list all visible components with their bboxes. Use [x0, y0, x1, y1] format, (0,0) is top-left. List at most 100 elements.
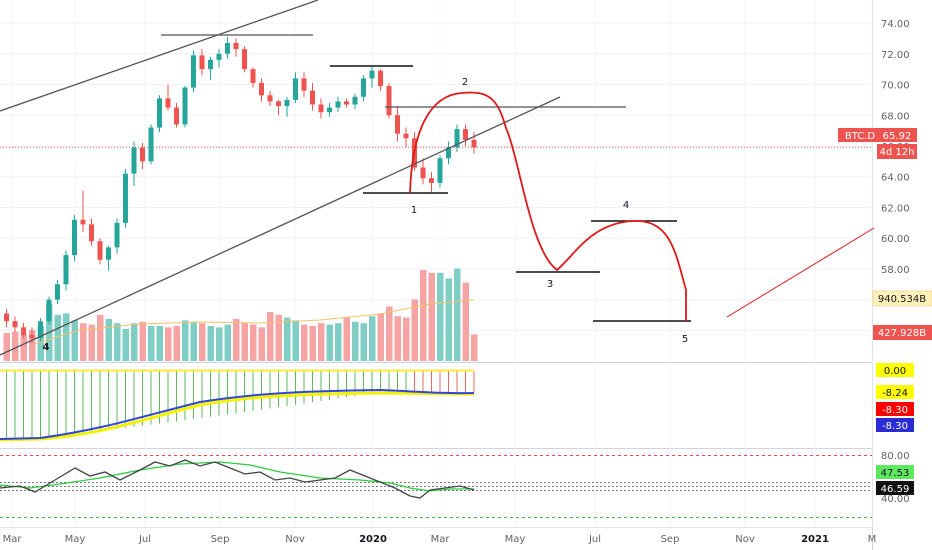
candle-body — [216, 53, 222, 60]
candle-body — [157, 98, 162, 128]
candle-body — [293, 78, 298, 100]
volume-bar — [471, 334, 478, 361]
time-tick-label: Mar — [431, 534, 451, 545]
symbol-badge-text: BTC.D — [845, 131, 876, 142]
volume-bar — [411, 299, 418, 361]
candle — [403, 127, 409, 148]
candle-body — [148, 127, 154, 162]
candle — [123, 169, 128, 228]
candle — [344, 98, 349, 108]
candle-body — [174, 107, 179, 125]
volume-bar — [403, 317, 410, 361]
candle — [378, 69, 383, 91]
projection-curve[interactable] — [409, 91, 687, 321]
candle-body — [233, 43, 239, 50]
volume-bar — [114, 323, 121, 361]
volume-bar — [454, 268, 461, 361]
volume-bar — [131, 323, 138, 361]
candle — [208, 56, 213, 80]
volume-bar — [97, 314, 104, 361]
candle-body — [361, 78, 366, 97]
price-tick-label: 60.00 — [881, 234, 910, 245]
volume-bar — [394, 316, 401, 361]
grid — [0, 22, 872, 331]
last-price-badge[interactable] — [877, 128, 917, 142]
rsi-upper-label: 80.00 — [881, 451, 910, 462]
candle — [72, 215, 77, 262]
candle — [352, 93, 358, 110]
macd-hist-badge-text: -8.30 — [882, 405, 908, 416]
drawings[interactable] — [0, 0, 875, 356]
price-tick-label: 58.00 — [881, 265, 910, 276]
candle-body — [386, 86, 392, 116]
volume-bar — [139, 321, 146, 361]
channel-upper-line[interactable] — [0, 0, 319, 112]
candle-body — [46, 299, 52, 322]
time-tick-label: Nov — [735, 534, 755, 545]
candle-body — [259, 82, 264, 96]
volume-bar — [199, 323, 206, 361]
price-axis[interactable]: 74.0072.0070.0068.0066.0064.0062.0060.00… — [881, 19, 910, 337]
time-tick-label: Nov — [285, 534, 305, 545]
volume-badge-text: 427.928B — [878, 328, 926, 339]
candle — [454, 124, 460, 153]
candle-body — [378, 70, 383, 87]
candle — [420, 158, 426, 185]
candle — [106, 245, 111, 271]
candle — [199, 49, 205, 76]
candle-body — [72, 219, 77, 256]
volume-bar — [428, 272, 435, 361]
candle-body — [310, 90, 315, 105]
volume-bar — [250, 324, 257, 361]
price-badges[interactable]: BTC.D 65.92 4d 12h 940.534B 427.928B 0.0… — [838, 128, 932, 505]
volume-bar — [377, 313, 384, 361]
candle-body — [395, 115, 400, 134]
time-tick-label: 2021 — [801, 534, 829, 545]
volume-bar — [267, 312, 274, 361]
candle-body — [327, 107, 332, 113]
candle — [446, 141, 451, 165]
volume-bar — [216, 327, 223, 361]
volume-bar — [292, 320, 299, 361]
projection-line[interactable] — [726, 227, 875, 318]
countdown-badge-text: 4d 12h — [880, 147, 915, 158]
candle — [369, 66, 375, 88]
rsi-ma-badge — [876, 465, 914, 479]
wave-label-3: 3 — [547, 279, 553, 290]
candle-body — [437, 158, 443, 183]
volume-ma-badge-text: 940.534B — [878, 294, 926, 305]
macd-signal-badge — [876, 385, 914, 399]
candle-body — [29, 335, 35, 339]
rsi-ma-badge-text: 47.53 — [881, 468, 910, 479]
candle — [21, 322, 26, 339]
candle — [267, 90, 273, 107]
wave-label-4: 4 — [623, 200, 629, 211]
macd-signal-badge-text: -8.24 — [882, 388, 908, 399]
candle-body — [454, 129, 460, 148]
candle-body — [131, 147, 137, 174]
time-axis[interactable]: Mar May Jul Sep Nov 2020 Mar May Jul Sep Nov 2021 M — [3, 534, 877, 545]
volume-bar — [3, 333, 10, 361]
volume-bar — [284, 317, 291, 361]
rsi-value-badge-text: 46.59 — [881, 484, 910, 495]
candle — [114, 218, 120, 254]
volume-bar — [29, 330, 36, 361]
volume-bar — [309, 326, 316, 361]
price-tick-label: 72.00 — [881, 50, 910, 61]
chart-area[interactable] — [0, 0, 872, 550]
candle — [233, 38, 239, 57]
candle-body — [182, 87, 188, 125]
candle — [216, 49, 222, 68]
rsi-value-badge — [876, 481, 914, 495]
candle-body — [165, 98, 171, 108]
time-tick-label: Jul — [138, 534, 151, 545]
channel-lower-line[interactable] — [0, 96, 561, 356]
volume-bar — [275, 314, 282, 361]
volume-bar — [224, 324, 231, 361]
symbol-badge[interactable] — [838, 128, 882, 142]
volume-bar — [369, 316, 376, 361]
volume-bar — [241, 323, 248, 361]
macd-line-badge — [876, 418, 914, 432]
candle-body — [21, 327, 26, 336]
